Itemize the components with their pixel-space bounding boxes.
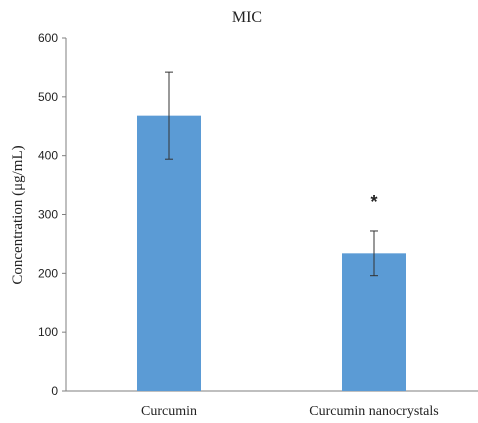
y-axis-title: Concentration (μg/mL) — [10, 145, 26, 284]
bar — [137, 115, 201, 391]
x-axis-labels: Curcumin Curcumin nanocrystals — [141, 404, 439, 419]
chart-title: MIC — [232, 9, 262, 26]
y-tick-label: 0 — [51, 384, 58, 398]
error-bars — [165, 71, 378, 277]
y-tick-label: 200 — [38, 266, 58, 280]
y-axis-ticks: 0 100 200 300 400 500 600 — [38, 31, 66, 398]
y-tick-label: 500 — [38, 90, 58, 104]
y-tick-label: 400 — [38, 149, 58, 163]
bar-series — [137, 115, 406, 391]
significance-marker: * — [370, 192, 377, 212]
significance-annotations: * — [370, 192, 377, 212]
category-label: Curcumin — [141, 404, 197, 419]
y-tick-label: 600 — [38, 31, 58, 45]
category-label: Curcumin nanocrystals — [309, 404, 438, 419]
bar — [342, 253, 406, 391]
y-tick-label: 100 — [38, 325, 58, 339]
y-tick-label: 300 — [38, 208, 58, 222]
